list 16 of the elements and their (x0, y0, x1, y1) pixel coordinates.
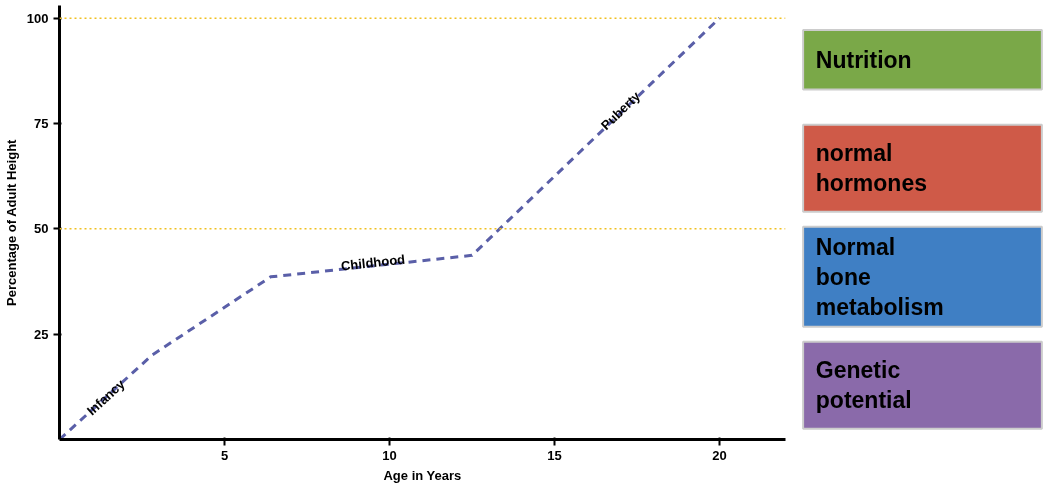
annotation: Childhood (340, 251, 406, 274)
category-label: Nutrition (815, 46, 912, 73)
x-tick-label: 5 (220, 447, 229, 463)
y-tick-label: 50 (34, 221, 49, 237)
y-tick-label: 100 (26, 10, 49, 26)
x-axis-title: Age in Years (383, 467, 462, 483)
line-series (59, 16, 721, 440)
category-label: Normal bone metabolism (815, 233, 944, 320)
x-tick-label: 20 (712, 447, 727, 463)
x-tick-label: 10 (382, 447, 397, 463)
y-axis-title: Percentage of Adult Height (3, 138, 19, 306)
x-tick-label: 15 (547, 447, 562, 463)
category-label: normal hormones (815, 140, 928, 197)
y-tick-label: 75 (34, 115, 49, 131)
y-tick-label: 25 (34, 326, 49, 342)
category-label: Genetic potential (815, 357, 912, 414)
